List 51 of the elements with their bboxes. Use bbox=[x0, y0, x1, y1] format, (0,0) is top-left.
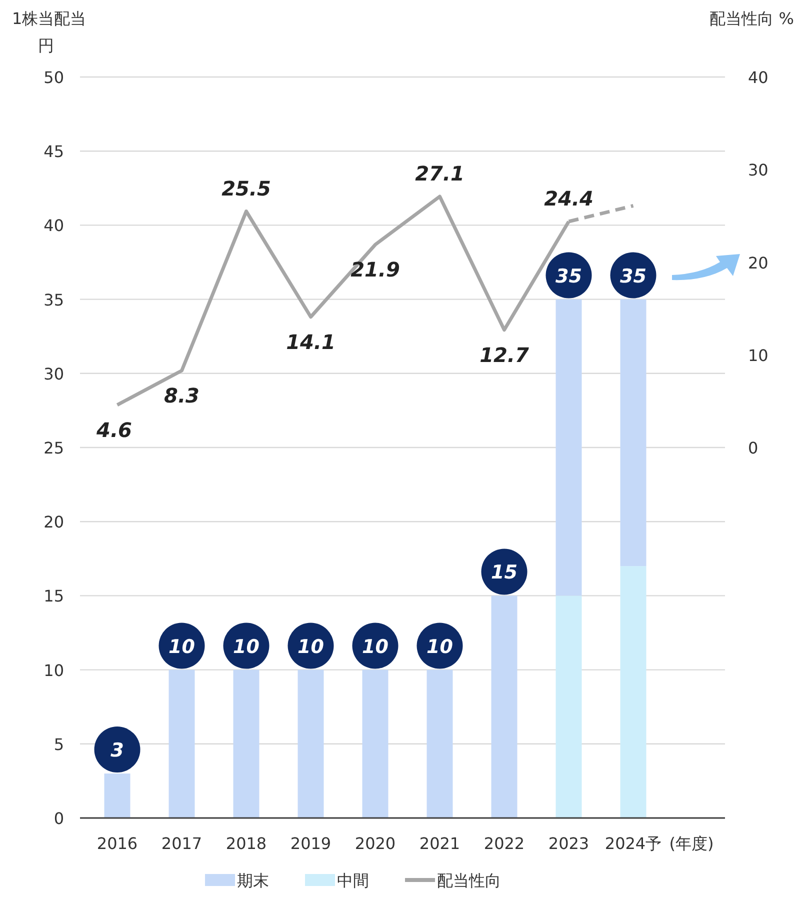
x-tick-label: 2017 bbox=[161, 834, 202, 853]
total-label: 10 bbox=[362, 636, 388, 658]
y-tick-label: 10 bbox=[44, 660, 64, 680]
total-label: 10 bbox=[426, 636, 453, 658]
y-tick-label: 30 bbox=[44, 364, 64, 384]
y-tick-label: 50 bbox=[44, 68, 64, 87]
x-tick-label: 2024予 bbox=[604, 834, 662, 853]
total-label: 15 bbox=[491, 562, 518, 584]
y2-tick-label: 40 bbox=[748, 68, 768, 87]
data-label: 25.5 bbox=[222, 176, 271, 200]
data-label: 8.3 bbox=[164, 384, 200, 408]
legend-label: 中間 bbox=[337, 871, 369, 890]
total-label: 10 bbox=[298, 636, 324, 658]
y-tick-label: 35 bbox=[44, 290, 64, 310]
x-tick-label: 2016 bbox=[96, 834, 138, 853]
y2-tick-label: 10 bbox=[748, 346, 768, 365]
y2-axis-title: 配当性向 % bbox=[710, 9, 794, 28]
y-tick-label: 25 bbox=[44, 438, 64, 458]
y-tick-label: 20 bbox=[44, 512, 64, 532]
x-axis-title: (年度) bbox=[669, 834, 714, 853]
total-label: 35 bbox=[620, 265, 646, 288]
x-tick-label: 2019 bbox=[290, 834, 332, 853]
legend-label: 期末 bbox=[237, 871, 269, 890]
y-tick-label: 45 bbox=[44, 142, 64, 162]
data-label: 4.6 bbox=[96, 418, 132, 442]
data-label: 12.7 bbox=[480, 342, 529, 367]
legend-label: 配当性向 bbox=[437, 871, 501, 890]
y2-tick-label: 0 bbox=[748, 438, 758, 458]
x-tick-label: 2018 bbox=[226, 834, 267, 853]
x-tick-label: 2022 bbox=[484, 834, 525, 853]
bar bbox=[620, 566, 646, 818]
total-label: 3 bbox=[110, 740, 124, 762]
bar bbox=[556, 596, 582, 818]
x-tick-label: 2020 bbox=[354, 834, 396, 853]
text: 円 bbox=[38, 36, 54, 55]
y-tick-label: 5 bbox=[54, 734, 64, 754]
data-label: 14.1 bbox=[286, 330, 336, 354]
y2-tick-label: 20 bbox=[748, 253, 768, 272]
data-label: 27.1 bbox=[415, 161, 464, 186]
x-tick-label: 2021 bbox=[419, 834, 460, 853]
y-tick-label: 40 bbox=[44, 216, 64, 236]
y2-tick-label: 30 bbox=[748, 160, 768, 180]
total-label: 35 bbox=[556, 265, 582, 288]
x-tick-label: 2023 bbox=[548, 834, 590, 853]
y-tick-label: 0 bbox=[54, 809, 64, 828]
data-label: 21.9 bbox=[350, 258, 400, 282]
y-tick-label: 15 bbox=[44, 586, 64, 606]
data-label: 24.4 bbox=[544, 186, 594, 210]
total-label: 10 bbox=[233, 636, 260, 658]
y-axis-title: 1株当配当 bbox=[12, 9, 86, 28]
total-label: 10 bbox=[168, 636, 195, 658]
